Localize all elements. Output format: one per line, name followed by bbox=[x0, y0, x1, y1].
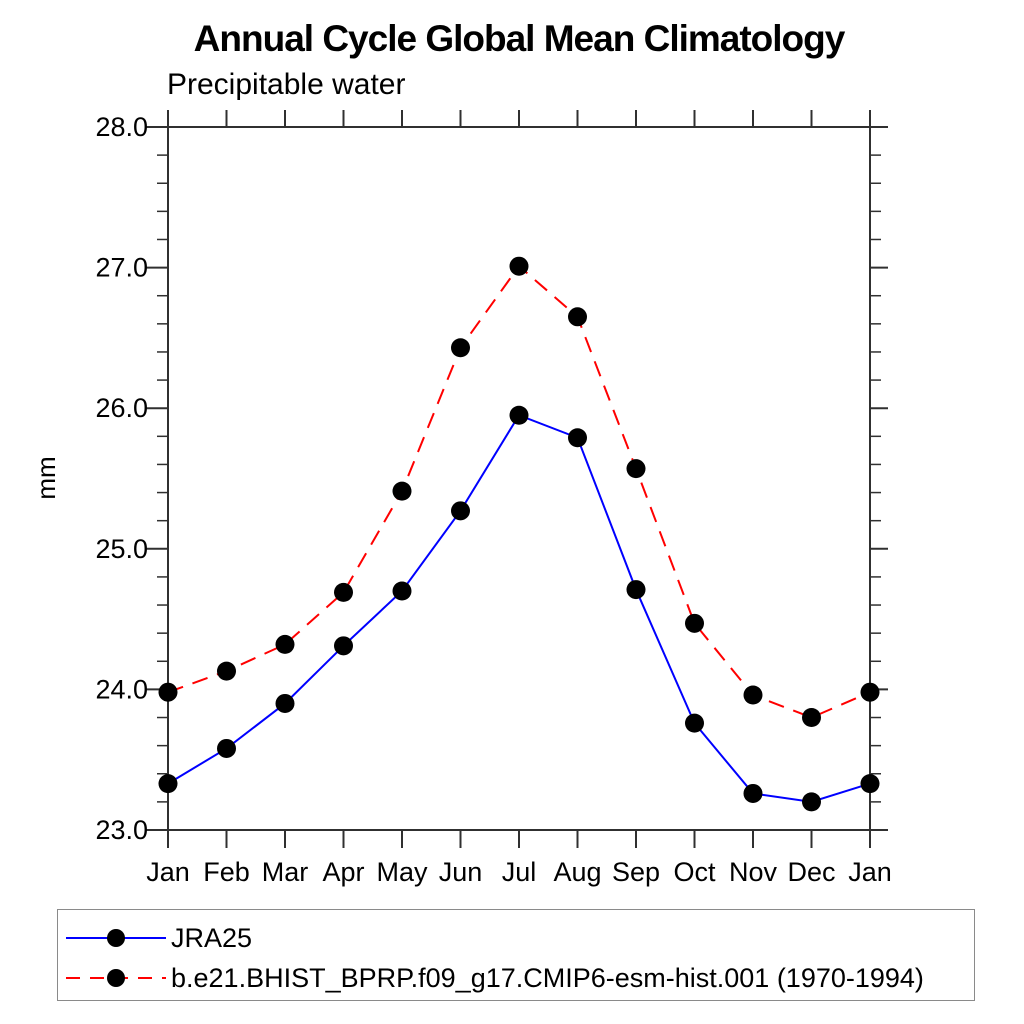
data-point-marker bbox=[451, 338, 470, 358]
x-tick-label: Aug bbox=[553, 857, 601, 887]
x-tick-label: Apr bbox=[322, 857, 364, 887]
data-point-marker bbox=[802, 708, 821, 728]
data-point-marker bbox=[802, 792, 821, 812]
legend-label: JRA25 bbox=[171, 922, 253, 953]
chart-subtitle: Precipitable water bbox=[167, 68, 406, 101]
x-tick-label: Feb bbox=[203, 857, 250, 887]
x-tick-label: Nov bbox=[729, 857, 778, 887]
data-point-marker bbox=[158, 682, 178, 702]
legend-item-jra25: JRA25 bbox=[66, 922, 253, 953]
legend-box: JRA25 b.e21.BHIST_BPRP.f09_g17.CMIP6-esm… bbox=[57, 909, 975, 1001]
data-point-marker bbox=[743, 685, 763, 705]
x-tick-label: Sep bbox=[612, 857, 660, 887]
series-line-solid bbox=[167, 413, 871, 803]
data-point-marker bbox=[685, 613, 704, 633]
legend-sample-solid-line bbox=[66, 927, 166, 949]
y-tick-label: 26.0 bbox=[95, 393, 148, 423]
x-tick-label: Dec bbox=[787, 857, 835, 887]
data-point-marker bbox=[568, 307, 587, 327]
data-point-marker bbox=[217, 738, 236, 758]
data-point-marker bbox=[217, 661, 236, 681]
y-tick-label: 27.0 bbox=[95, 253, 148, 283]
x-tick-label: Mar bbox=[262, 857, 309, 887]
x-tick-label: Jun bbox=[439, 857, 483, 887]
chart-title: Annual Cycle Global Mean Climatology bbox=[193, 18, 846, 59]
data-point-marker bbox=[860, 682, 880, 702]
series-line-dashed bbox=[167, 264, 871, 719]
data-point-marker bbox=[158, 774, 178, 794]
x-tick-label: Jan bbox=[146, 857, 190, 887]
x-tick-label: May bbox=[376, 857, 428, 887]
data-point-marker bbox=[568, 428, 587, 448]
marker-dot-icon bbox=[107, 929, 125, 947]
data-point-marker bbox=[275, 693, 295, 713]
data-point-marker bbox=[509, 256, 529, 276]
data-point-marker bbox=[275, 634, 295, 654]
data-point-marker bbox=[392, 581, 412, 601]
marker-dot-icon bbox=[107, 969, 125, 987]
data-point-marker bbox=[743, 783, 763, 803]
data-point-marker bbox=[392, 481, 412, 501]
data-point-marker bbox=[334, 582, 353, 602]
y-tick-label: 25.0 bbox=[95, 534, 148, 564]
y-axis-label: mm bbox=[31, 456, 61, 499]
y-tick-label: 28.0 bbox=[95, 112, 148, 142]
data-point-marker bbox=[451, 501, 470, 521]
legend-item-model: b.e21.BHIST_BPRP.f09_g17.CMIP6-esm-hist.… bbox=[66, 962, 924, 993]
data-point-marker bbox=[626, 459, 646, 479]
legend-sample-dashed-line bbox=[66, 967, 166, 989]
data-point-marker bbox=[685, 713, 704, 733]
plot-frame bbox=[167, 126, 871, 831]
x-tick-label: Jan bbox=[848, 857, 892, 887]
x-tick-label: Jul bbox=[502, 857, 537, 887]
data-point-marker bbox=[334, 636, 353, 656]
y-tick-label: 23.0 bbox=[95, 815, 148, 845]
data-point-marker bbox=[509, 405, 529, 425]
x-tick-label: Oct bbox=[673, 857, 716, 887]
data-point-marker bbox=[626, 580, 646, 600]
data-point-marker bbox=[860, 774, 880, 794]
y-tick-label: 24.0 bbox=[95, 674, 148, 704]
legend-label: b.e21.BHIST_BPRP.f09_g17.CMIP6-esm-hist.… bbox=[171, 962, 924, 993]
